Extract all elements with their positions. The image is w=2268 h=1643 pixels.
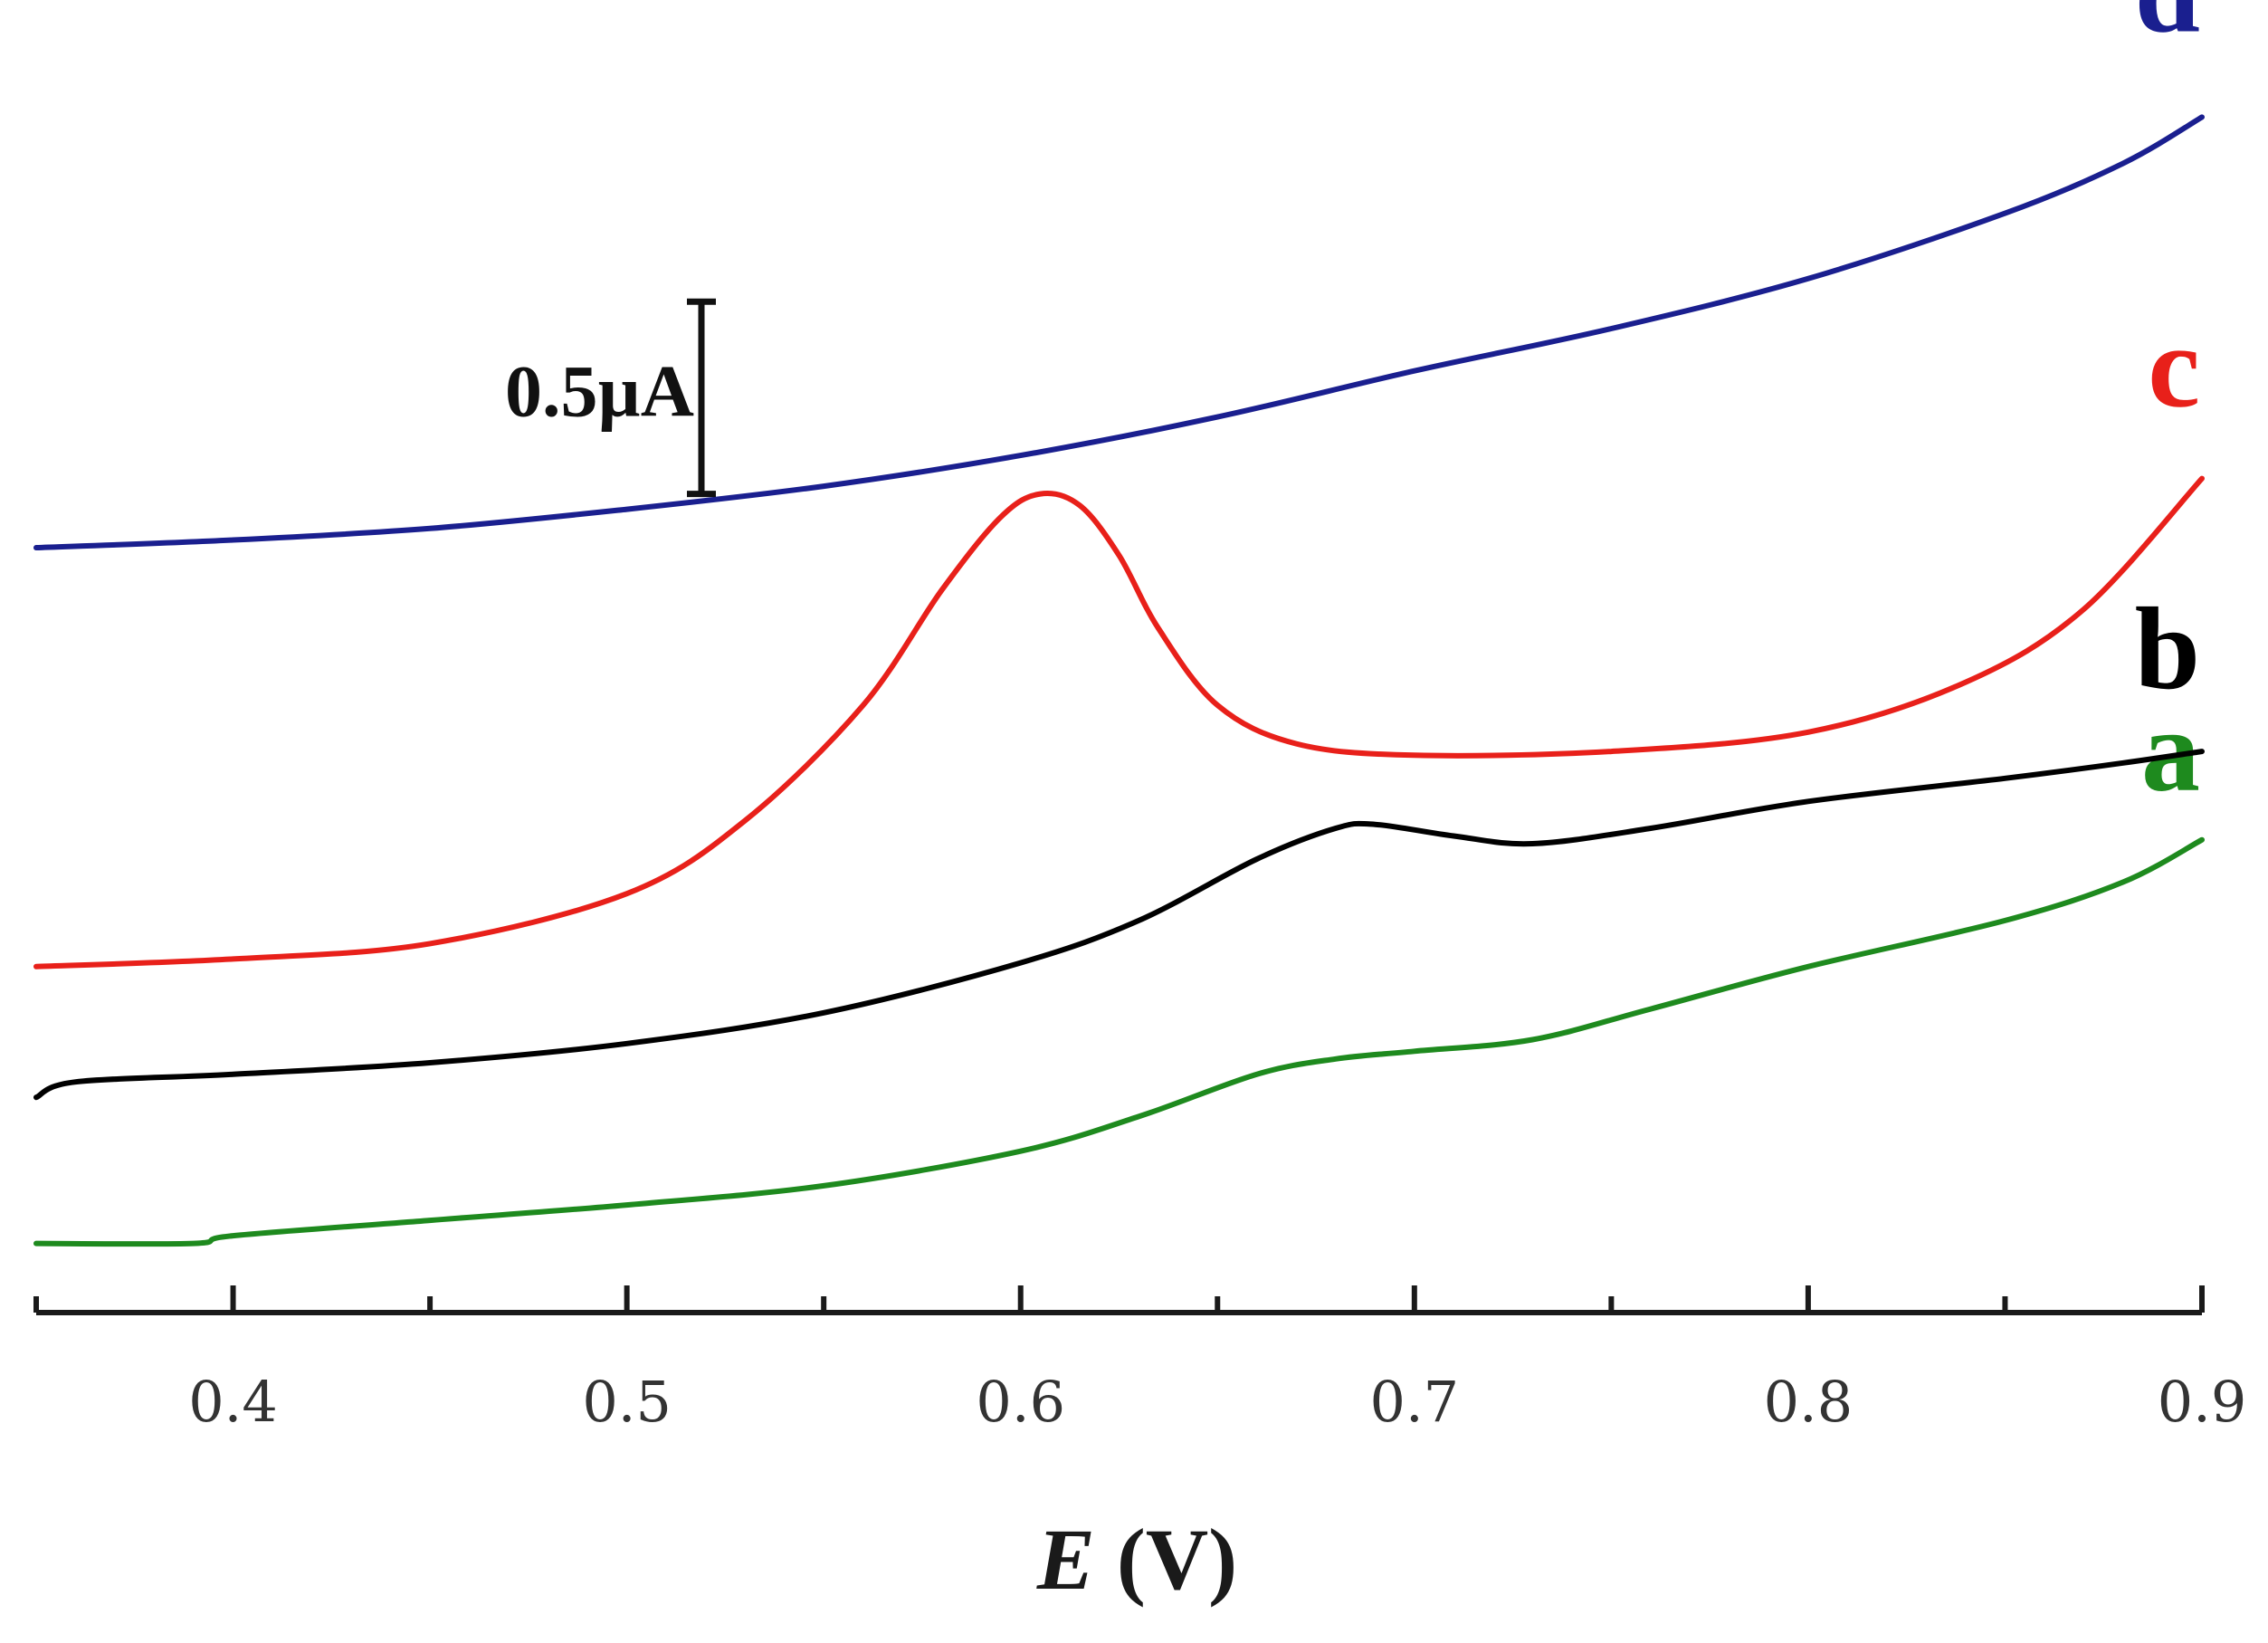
- x-tick-label: 0.6: [976, 1369, 1065, 1435]
- series-line-a: [33, 836, 2205, 1247]
- series-line-d: [33, 114, 2205, 550]
- series-label-d: d: [2135, 0, 2200, 57]
- x-tick-label: 0.9: [2158, 1369, 2247, 1435]
- scale-bar-label: 0.5µA: [505, 349, 694, 432]
- x-tick-label: 0.4: [188, 1369, 278, 1435]
- series-label-c: c: [2148, 302, 2200, 433]
- x-axis-title: E (V): [1036, 1511, 1237, 1608]
- x-tick-label: 0.7: [1370, 1369, 1460, 1435]
- x-tick-label: 0.8: [1764, 1369, 1853, 1435]
- scale-bar-group: 0.5µA: [505, 298, 716, 498]
- x-axis-unit: (V): [1095, 1511, 1237, 1608]
- x-tick-label: 0.5: [582, 1369, 672, 1435]
- series-label-b: b: [2135, 584, 2200, 714]
- series-line-b: [33, 749, 2205, 1101]
- x-axis-symbol: E: [1036, 1511, 1095, 1608]
- series-line-c: [33, 475, 2205, 970]
- series-layer: abcd: [33, 0, 2205, 1247]
- x-axis: 0.4 0.5 0.6 0.7 0.8 0.9: [33, 1285, 2247, 1435]
